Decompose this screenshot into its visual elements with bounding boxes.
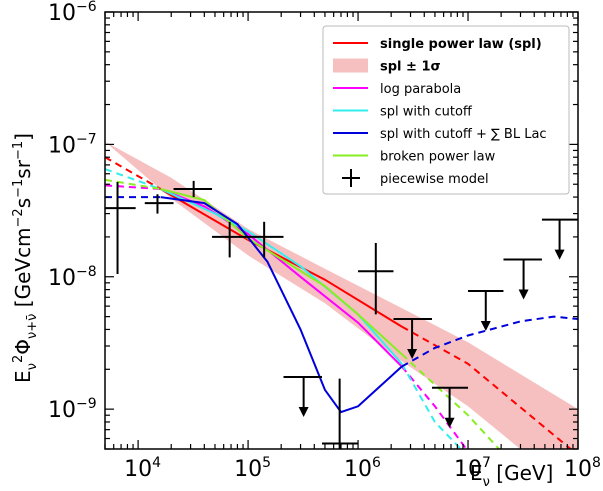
series-0-dashed-high: [401, 325, 573, 449]
upper-limit-3-arrowhead: [480, 321, 491, 332]
y-axis-label: Eν2Φν+ν̄ [GeVcm−2s−1sr−1]: [11, 133, 40, 383]
legend-item-1: spl ± 1σ: [333, 58, 441, 75]
upper-limit-4-arrowhead: [518, 289, 529, 300]
x-tick-label-2: 106: [344, 455, 381, 482]
series-0-dashed-low: [105, 156, 162, 190]
legend: single power law (spl) spl ± 1σ log parabo…: [322, 25, 570, 195]
upper-limit-5: [541, 218, 578, 260]
upper-limit-3: [468, 290, 504, 332]
legend-item-3: spl with cutoff: [333, 105, 473, 120]
x-axis-label: Eν [GeV]: [470, 461, 553, 490]
legend-item-4: spl with cutoff + ∑ BL Lac: [333, 127, 547, 142]
legend-label-3: spl with cutoff: [380, 105, 473, 120]
legend-item-5: broken power law: [333, 150, 496, 165]
series-2-solid: [160, 188, 403, 365]
upper-limit-2-arrowhead: [444, 417, 455, 428]
piecewise-point-2: [173, 180, 213, 198]
series-3-dashed-low: [105, 178, 161, 190]
legend-item-0: single power law (spl): [333, 37, 542, 52]
series-3-dashed-high: [401, 353, 501, 449]
series-3-solid: [160, 188, 403, 355]
upper-limit-0: [283, 375, 322, 417]
upper-limit-1-arrowhead: [407, 348, 418, 359]
x-tick-label-1: 105: [234, 455, 271, 482]
legend-box: [322, 25, 570, 195]
x-tick-label-3: 107: [454, 455, 491, 482]
piecewise-point-6: [358, 242, 394, 315]
y-tick-label-0: 10−9: [48, 396, 97, 423]
legend-label-1: spl ± 1σ: [380, 60, 441, 75]
legend-swatch-1: [333, 58, 368, 73]
series-1-dashed-high: [401, 365, 468, 449]
legend-label-5: broken power law: [380, 150, 496, 165]
piecewise-point-1: [144, 194, 174, 214]
x-tick-label-0: 104: [124, 455, 161, 482]
upper-limit-0-arrowhead: [298, 406, 309, 417]
y-tick-label-1: 10−8: [48, 264, 97, 291]
piecewise-point-3: [212, 221, 249, 258]
tick-layer: 104 105 106 107 108 10−9 10−8 10−7 10−6: [48, 0, 601, 482]
error-bar-layer: [105, 180, 578, 449]
legend-label-2: log parabola: [380, 82, 461, 97]
upper-limit-5-arrowhead: [554, 249, 565, 260]
x-tick-label-4: 108: [564, 455, 601, 482]
series-4-dashed-high: [401, 315, 578, 368]
upper-limit-2: [431, 386, 469, 428]
series-1-dashed-low: [105, 184, 161, 190]
legend-item-2: log parabola: [333, 82, 461, 97]
piecewise-point-0: [105, 181, 136, 274]
upper-limit-4: [503, 258, 542, 300]
series-layer: [105, 156, 578, 449]
legend-item-6: piecewise model: [342, 169, 489, 187]
series-2-dashed-high: [400, 363, 463, 449]
legend-label-0: single power law (spl): [380, 37, 542, 52]
piecewise-point-4: [248, 221, 284, 258]
y-tick-label-3: 10−6: [48, 0, 97, 26]
piecewise-point-5: [321, 378, 359, 449]
series-0-solid: [160, 188, 403, 328]
series-2-dashed-low: [105, 168, 161, 190]
legend-label-6: piecewise model: [380, 172, 489, 187]
y-tick-label-2: 10−7: [48, 131, 97, 158]
series-4-solid: [160, 196, 403, 414]
upper-limit-1: [393, 317, 432, 359]
legend-label-4: spl with cutoff + ∑ BL Lac: [380, 127, 547, 142]
